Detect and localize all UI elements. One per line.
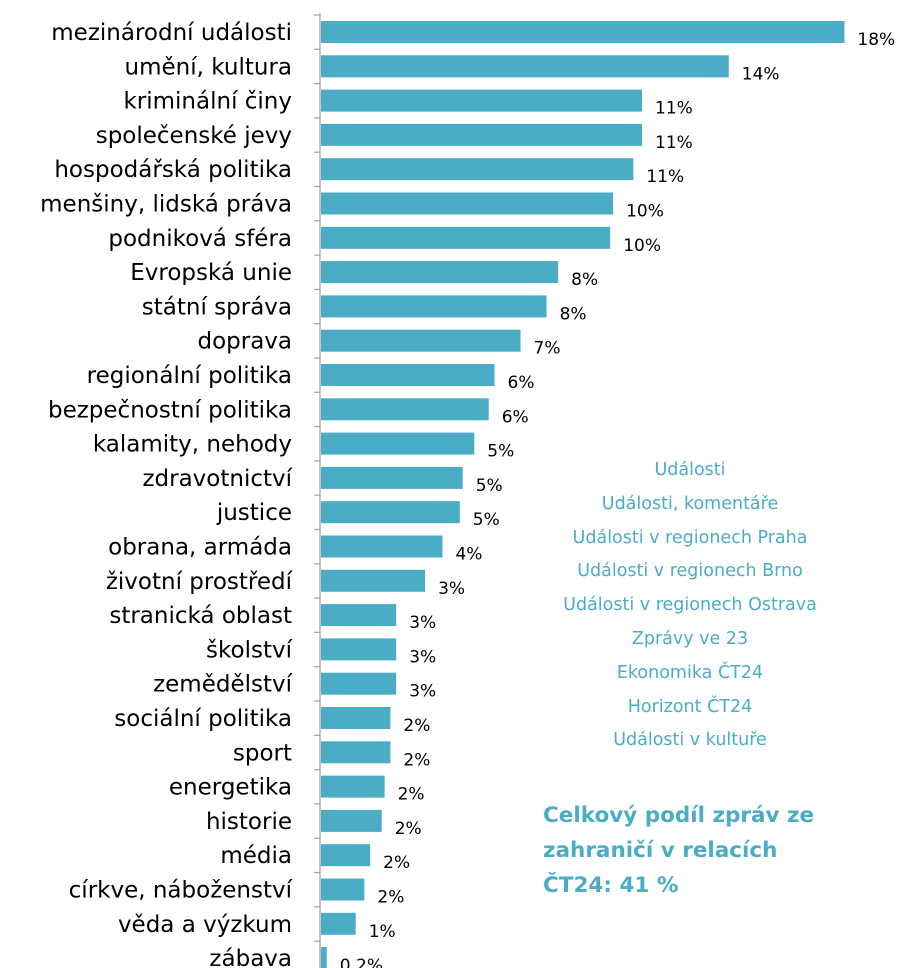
bar — [321, 604, 397, 627]
category-label: zábava — [209, 946, 292, 968]
data-label: 10% — [623, 236, 661, 256]
program-list: Události Události, komentáře Události v re… — [520, 454, 860, 758]
category-label: stranická oblast — [109, 603, 292, 629]
bar — [321, 707, 391, 729]
category-label: životní prostředí — [106, 569, 293, 595]
program-item: Události v kultuře — [613, 730, 767, 751]
data-label: 3% — [409, 682, 436, 702]
category-label: regionální politika — [87, 363, 292, 389]
data-label: 10% — [626, 202, 664, 222]
bar — [321, 466, 463, 489]
category-label: sociální politika — [114, 706, 292, 732]
program-item: Zprávy ve 23 — [631, 628, 749, 649]
program-item: Ekonomika ČT24 — [616, 662, 764, 683]
category-label: školství — [206, 637, 293, 663]
program-item: Události, komentáře — [601, 493, 779, 514]
bar — [321, 21, 845, 43]
data-label: 5% — [476, 476, 503, 496]
category-label: doprava — [197, 329, 292, 355]
data-label: 8% — [560, 304, 587, 324]
category-label: zdravotnictví — [142, 466, 292, 492]
bar — [321, 329, 521, 352]
bar — [321, 89, 642, 112]
bar — [321, 123, 642, 146]
data-label: 11% — [655, 99, 693, 119]
bar — [321, 55, 729, 78]
category-label: podniková sféra — [108, 226, 292, 252]
bar — [321, 741, 391, 764]
bar — [321, 775, 385, 798]
program-item: Události — [654, 460, 726, 480]
bar — [321, 878, 365, 901]
bar — [321, 535, 443, 558]
data-label: 4% — [455, 545, 482, 565]
category-label: bezpečnostní politika — [48, 397, 292, 423]
category-label: média — [220, 843, 292, 869]
bar — [321, 192, 614, 215]
data-label: 6% — [508, 373, 535, 393]
category-label: věda a výzkum — [118, 912, 292, 938]
bar — [321, 912, 356, 935]
bar — [321, 947, 327, 968]
data-label: 3% — [409, 613, 436, 633]
data-label: 11% — [646, 167, 684, 187]
data-label: 2% — [377, 888, 404, 908]
data-label: 11% — [655, 133, 693, 153]
bar — [321, 501, 460, 524]
data-label: 5% — [473, 510, 500, 530]
program-item: Události v regionech Praha — [572, 527, 808, 548]
category-label: společenské jevy — [96, 123, 292, 149]
data-label: 0,2% — [340, 956, 383, 968]
bar — [321, 261, 559, 284]
bar — [321, 672, 397, 695]
data-label: 8% — [571, 270, 598, 290]
bar — [321, 158, 634, 181]
category-label: státní správa — [142, 294, 292, 320]
bar — [321, 809, 382, 832]
category-label: hospodářská politika — [54, 157, 292, 183]
data-label: 7% — [534, 339, 561, 359]
foreign-news-share-note: Celkový podíl zpráv ze zahraničí v relac… — [543, 798, 873, 903]
bar — [321, 569, 426, 592]
bar — [321, 432, 475, 455]
bar — [321, 638, 397, 661]
category-label: historie — [206, 809, 292, 835]
bar — [321, 364, 495, 386]
category-label: umění, kultura — [125, 54, 292, 80]
program-item: Horizont ČT24 — [627, 696, 753, 717]
program-item: Události v regionech Brno — [577, 561, 803, 582]
note-line: Celkový podíl zpráv ze — [543, 803, 815, 828]
category-label: menšiny, lidská práva — [40, 192, 292, 218]
data-label: 2% — [398, 785, 425, 805]
data-label: 2% — [395, 819, 422, 839]
category-label: sport — [233, 740, 292, 766]
data-label: 6% — [502, 407, 529, 427]
note-line: ČT24: 41 % — [543, 873, 679, 898]
data-label: 5% — [487, 442, 514, 462]
note-line: zahraničí v relacích — [543, 838, 778, 863]
data-label: 2% — [403, 750, 430, 770]
category-label: obrana, armáda — [108, 535, 292, 561]
category-label: mezinárodní události — [51, 20, 292, 46]
data-label: 2% — [383, 853, 410, 873]
bar — [321, 398, 489, 421]
category-label: kalamity, nehody — [93, 432, 292, 458]
data-label: 3% — [409, 647, 436, 667]
data-label: 3% — [438, 579, 465, 599]
bar — [321, 844, 371, 867]
bar — [321, 226, 611, 249]
data-label: 1% — [369, 922, 396, 942]
program-item: Události v regionech Ostrava — [563, 595, 817, 616]
category-label: církve, náboženství — [69, 878, 293, 904]
data-label: 2% — [403, 716, 430, 736]
category-label: energetika — [169, 775, 292, 801]
category-label: kriminální činy — [123, 89, 292, 115]
data-label: 14% — [742, 64, 780, 84]
category-label: Evropská unie — [130, 260, 292, 286]
category-label: zemědělství — [153, 672, 293, 698]
data-label: 18% — [857, 30, 895, 50]
bar — [321, 295, 547, 318]
category-label: justice — [216, 500, 292, 526]
